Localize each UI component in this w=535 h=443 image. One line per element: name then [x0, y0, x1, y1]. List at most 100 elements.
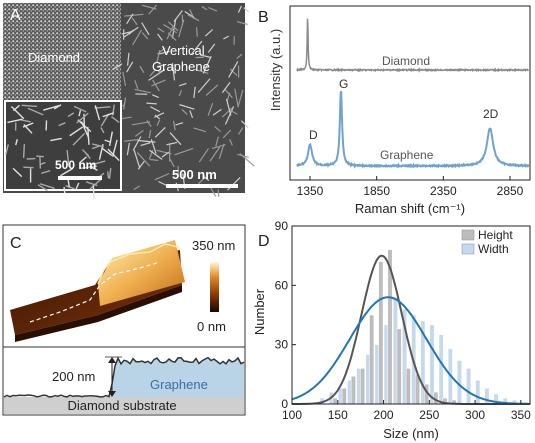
bar-height	[360, 368, 365, 405]
graphene-flake	[141, 22, 150, 36]
inset-flake	[50, 137, 62, 142]
xtick-label: 250	[419, 408, 439, 422]
inset-flake	[80, 121, 90, 138]
panel-d-histogram: D Number 100 150 200 250 300 350 0 30 60 90 Heigh…	[252, 219, 531, 441]
graphene-flake	[187, 14, 200, 22]
graphene-flake	[132, 136, 142, 151]
bar-height	[405, 368, 411, 405]
graphene-flake	[173, 10, 183, 22]
graphene-flake	[198, 177, 205, 185]
graphene-flake	[208, 6, 218, 12]
bar-width	[484, 387, 490, 405]
panel-b-letter: B	[258, 9, 269, 26]
peak-label-d: D	[309, 128, 318, 142]
label-diamond: Diamond	[28, 50, 80, 65]
inset-flake	[106, 171, 110, 179]
graphene-flake	[122, 71, 127, 86]
panel-b-xticks: 1350 1850 2350 2850	[297, 176, 524, 198]
graphene-flake	[189, 110, 194, 118]
inset-flake	[23, 123, 33, 134]
graphene-flake	[131, 17, 138, 26]
graphene-flake	[163, 23, 178, 34]
inset-flake	[85, 181, 98, 187]
graphene-flake	[204, 29, 214, 37]
xtick-label: 1850	[363, 184, 390, 198]
inset-flake	[78, 110, 82, 117]
graphene-flake	[197, 78, 211, 94]
colorbar-min-label: 0 nm	[197, 319, 226, 334]
inset-flake	[12, 104, 20, 112]
graphene-flake	[150, 106, 161, 113]
graphene-flake	[228, 61, 239, 78]
ytick-label: 30	[275, 338, 289, 352]
graphene-flake	[174, 147, 194, 156]
arrow-head-top	[108, 357, 116, 363]
peak-label-g: G	[339, 77, 348, 91]
graphene-flake	[179, 104, 195, 110]
graphene-flake	[230, 110, 238, 115]
xtick-label: 100	[282, 408, 302, 422]
graphene-flake	[152, 94, 159, 99]
inset-flake	[37, 184, 48, 192]
afm-surface-side	[15, 285, 182, 342]
inset-flake	[5, 144, 10, 155]
graphene-flake	[190, 40, 203, 55]
graphene-flake	[134, 80, 139, 90]
inset-flake	[58, 122, 66, 127]
diamond-region	[3, 3, 121, 100]
inset-flake	[12, 167, 23, 178]
raman-series-diamond	[296, 18, 529, 73]
inset-flake	[108, 131, 114, 146]
panel-b-xlabel: Raman shift (cm⁻¹)	[355, 201, 465, 216]
graphene-flake	[149, 68, 157, 77]
graphene-flake	[133, 149, 141, 169]
vertical-graphene-region	[108, 4, 255, 198]
bar-height	[332, 397, 338, 405]
inset-flake	[23, 166, 34, 169]
graphene-flake	[139, 65, 145, 74]
graphene-flake	[126, 61, 134, 73]
afm-height-profile	[3, 356, 245, 398]
bar-width	[466, 368, 472, 405]
inset-flake	[94, 106, 111, 109]
xtick-label: 350	[511, 408, 531, 422]
inset-flake	[27, 107, 44, 116]
panel-a-letter: A	[10, 7, 21, 24]
raman-series-graphene	[296, 90, 530, 169]
inset-flake	[60, 167, 74, 177]
panel-b-ylabel: Intensity (a.u.)	[268, 29, 283, 111]
bar-height	[369, 314, 375, 405]
graphene-flake	[166, 26, 174, 40]
graphene-flake	[199, 54, 211, 59]
panel-d-frame	[291, 225, 531, 405]
inset-flake	[39, 183, 55, 189]
graphene-flake	[133, 185, 141, 191]
inset-flake	[69, 126, 84, 137]
inset-flake	[111, 139, 118, 157]
xtick-label: 1350	[297, 184, 324, 198]
inset-flake	[75, 182, 80, 190]
graphene-flake	[156, 50, 161, 64]
graphene-flake	[209, 146, 221, 162]
graphene-flake	[218, 143, 225, 160]
graphene-flake	[227, 176, 241, 191]
graphene-flake	[157, 27, 165, 33]
graphene-flake	[238, 127, 244, 135]
panel-b-frame	[289, 5, 531, 181]
graphene-flake	[148, 4, 158, 15]
graphene-flake	[140, 142, 151, 147]
graphene-flake	[221, 81, 231, 94]
graphene-flake	[166, 141, 178, 146]
afm-profile-path	[29, 261, 161, 323]
panel-d-xlabel: Size (nm)	[383, 426, 439, 441]
graphene-flake	[150, 139, 157, 154]
label-graphene: Graphene	[152, 59, 210, 74]
bar-height	[396, 328, 402, 405]
graphene-flake	[207, 102, 214, 116]
graphene-flake	[237, 89, 244, 108]
step-height-label: 200 nm	[52, 369, 95, 384]
graphene-flake	[224, 106, 235, 125]
inset-flake	[21, 104, 38, 108]
graphene-flake	[134, 129, 144, 137]
graphene-flake	[214, 125, 222, 132]
